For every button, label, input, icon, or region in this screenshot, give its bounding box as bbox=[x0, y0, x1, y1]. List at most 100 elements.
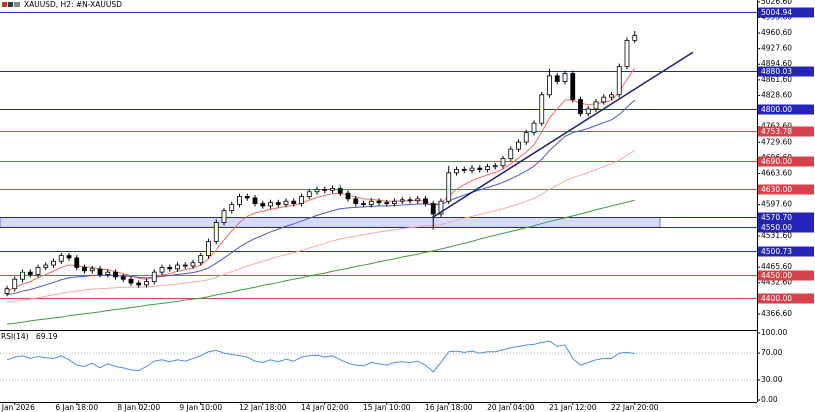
candle-body bbox=[516, 141, 521, 150]
candle-body bbox=[113, 271, 118, 278]
candle-body bbox=[198, 255, 204, 264]
candle-body bbox=[128, 278, 134, 284]
candle-body bbox=[361, 203, 366, 205]
candle-body bbox=[97, 268, 103, 275]
candle-body bbox=[531, 122, 537, 134]
candle-body bbox=[477, 167, 483, 170]
y-tick-label: 4465.60 bbox=[761, 262, 792, 271]
candle-body bbox=[206, 241, 211, 256]
x-tick-label: 9 Jan 10:00 bbox=[179, 403, 222, 412]
candle-body bbox=[27, 271, 33, 275]
candle-body bbox=[291, 200, 297, 204]
moving-average bbox=[6, 199, 635, 325]
candle-body bbox=[260, 203, 266, 207]
candle-body bbox=[616, 66, 622, 96]
candle-body bbox=[554, 75, 560, 82]
y-tick-label: 4894.60 bbox=[761, 59, 792, 68]
candle-body bbox=[601, 96, 607, 103]
candle-body bbox=[51, 260, 56, 266]
candle-body bbox=[593, 101, 599, 110]
candle-body bbox=[454, 169, 459, 174]
candle-body bbox=[275, 202, 281, 205]
candle-body bbox=[159, 267, 165, 273]
level-label-box bbox=[758, 126, 814, 137]
y-tick-label: 4663.60 bbox=[761, 168, 792, 177]
level-label: 4570.70 bbox=[761, 213, 792, 222]
candle-body bbox=[500, 158, 506, 167]
candle-body bbox=[330, 188, 335, 191]
level-label-box bbox=[758, 270, 814, 281]
level-label: 5004.94 bbox=[761, 8, 792, 17]
x-tick-label: 5 Jan 2026 bbox=[0, 403, 35, 412]
x-tick-label: 22 Jan 20:00 bbox=[611, 403, 659, 412]
candle-body bbox=[144, 281, 149, 286]
candle-body bbox=[469, 167, 475, 171]
x-tick-label: 14 Jan 02:00 bbox=[301, 403, 349, 412]
candle-body bbox=[632, 35, 638, 41]
candle-body bbox=[423, 198, 428, 204]
y-tick-label: 4927.60 bbox=[761, 44, 792, 53]
level-label-box bbox=[758, 104, 814, 115]
candle-body bbox=[438, 200, 444, 215]
trendline bbox=[431, 51, 694, 219]
candle-body bbox=[523, 132, 529, 143]
candle-body bbox=[89, 268, 95, 272]
level-label: 4800.00 bbox=[761, 105, 792, 114]
level-label: 4500.73 bbox=[761, 247, 792, 256]
candle-body bbox=[624, 39, 630, 67]
x-tick-label: 15 Jan 10:00 bbox=[363, 403, 411, 412]
rsi-title: RSI(14) bbox=[1, 332, 29, 341]
candle-body bbox=[4, 288, 10, 294]
moving-average bbox=[6, 99, 636, 296]
candle-body bbox=[539, 94, 545, 124]
candle-body bbox=[322, 188, 328, 191]
candle-body bbox=[167, 267, 173, 270]
level-label: 4753.78 bbox=[761, 127, 792, 136]
candle-body bbox=[74, 257, 80, 268]
rsi-tick-label: 70.00 bbox=[761, 348, 783, 357]
level-label: 4450.00 bbox=[761, 271, 792, 280]
level-label-box bbox=[758, 66, 814, 77]
level-label: 4550.00 bbox=[761, 223, 792, 232]
level-label-box bbox=[758, 156, 814, 167]
candle-body bbox=[237, 196, 242, 205]
candle-body bbox=[399, 199, 405, 202]
candle-body bbox=[229, 204, 235, 212]
candle-body bbox=[345, 192, 351, 200]
candle-body bbox=[299, 196, 304, 204]
moving-average bbox=[6, 150, 636, 303]
x-tick-label: 12 Jan 18:00 bbox=[239, 403, 287, 412]
y-tick-label: 4729.60 bbox=[761, 137, 792, 146]
y-tick-label: 4861.60 bbox=[761, 75, 792, 84]
level-label-box bbox=[758, 222, 814, 233]
y-tick-label: 4762.60 bbox=[761, 122, 792, 131]
candle-body bbox=[384, 202, 390, 205]
chart-title: XAUUSD, H2: #N-XAUUSD bbox=[24, 0, 122, 9]
y-tick-label: 4597.60 bbox=[761, 200, 792, 209]
x-tick-label: 21 Jan 12:00 bbox=[549, 403, 597, 412]
candle-body bbox=[570, 73, 576, 100]
candle-body bbox=[221, 210, 227, 223]
candle-body bbox=[368, 200, 374, 205]
candle-body bbox=[35, 267, 41, 275]
candle-body bbox=[337, 188, 343, 194]
level-label: 4400.00 bbox=[761, 294, 792, 303]
candle-body bbox=[508, 148, 514, 160]
candle-body bbox=[547, 75, 552, 96]
candle-body bbox=[66, 255, 72, 259]
y-tick-label: 4432.60 bbox=[761, 278, 792, 287]
rsi-tick-label: 30.00 bbox=[761, 375, 783, 384]
candle-body bbox=[213, 222, 219, 242]
candle-body bbox=[306, 191, 312, 197]
rsi-tick-label: 100.00 bbox=[761, 328, 787, 337]
candle-body bbox=[314, 188, 320, 193]
candle-body bbox=[20, 271, 25, 280]
candle-body bbox=[283, 200, 289, 205]
x-tick-label: 20 Jan 04:00 bbox=[487, 403, 535, 412]
candle-body bbox=[376, 200, 382, 204]
candle-body bbox=[485, 166, 490, 170]
candle-body bbox=[244, 196, 250, 199]
candle-body bbox=[492, 165, 498, 168]
